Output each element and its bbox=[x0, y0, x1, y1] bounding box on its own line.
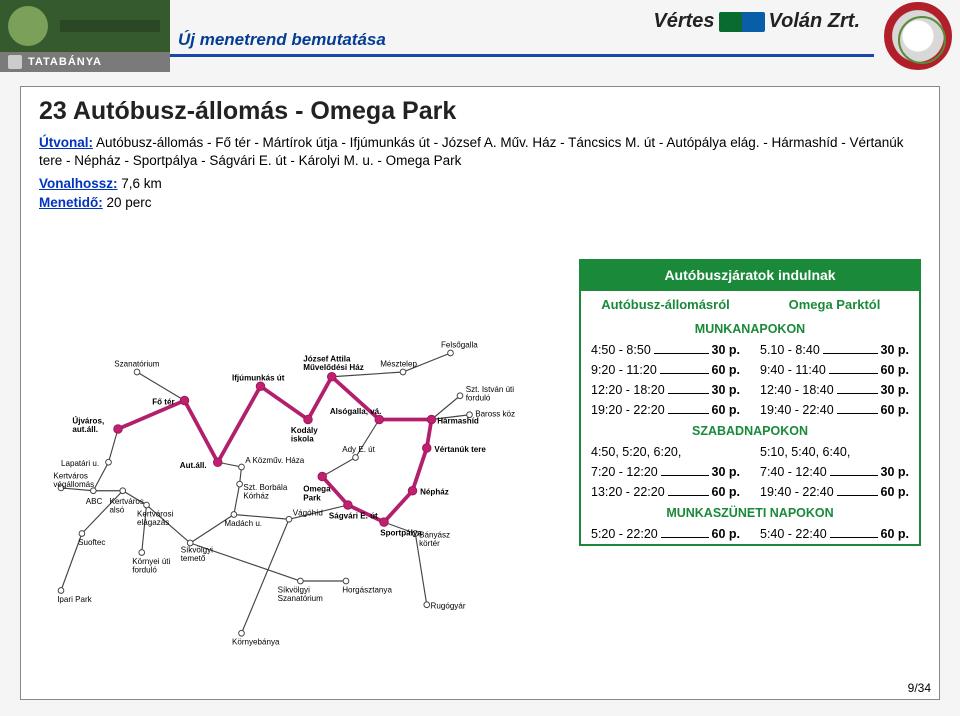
svg-text:Fő tér: Fő tér bbox=[152, 397, 175, 406]
cell-right: 5.10 - 8:4030 p. bbox=[750, 342, 919, 358]
cell-right: 19:40 - 22:4060 p. bbox=[750, 484, 919, 500]
klimakor-badge-icon bbox=[884, 2, 952, 70]
cell-right: 19:40 - 22:4060 p. bbox=[750, 402, 919, 418]
cell-left: 4:50 - 8:5030 p. bbox=[581, 342, 750, 358]
cell-left: 5:20 - 22:2060 p. bbox=[581, 526, 750, 542]
svg-text:körtér: körtér bbox=[419, 539, 440, 548]
section-holidays: MUNKASZÜNETI NAPOKON bbox=[579, 502, 921, 524]
svg-text:Ady E. út: Ady E. út bbox=[342, 445, 375, 454]
cell-right: 5:40 - 22:4060 p. bbox=[750, 526, 919, 542]
svg-text:Baross köz: Baross köz bbox=[475, 410, 515, 419]
svg-text:Sportpálya: Sportpálya bbox=[380, 528, 422, 537]
svg-text:elágazás: elágazás bbox=[137, 518, 169, 527]
svg-text:Rugógyár: Rugógyár bbox=[431, 602, 466, 611]
svg-text:Szanatórium: Szanatórium bbox=[114, 359, 160, 368]
cell-right: 9:40 - 11:4060 p. bbox=[750, 362, 919, 378]
route-label: Útvonal: bbox=[39, 135, 93, 150]
svg-text:A Közműv. Háza: A Közműv. Háza bbox=[245, 456, 305, 465]
header: TATABÁNYA Új menetrend bemutatása Vértes… bbox=[0, 0, 960, 72]
svg-text:Környebánya: Környebánya bbox=[232, 638, 280, 647]
length-line: Vonalhossz: 7,6 km bbox=[39, 176, 921, 191]
cell-right: 7:40 - 12:4030 p. bbox=[750, 464, 919, 480]
svg-text:Madách u.: Madách u. bbox=[224, 519, 262, 528]
svg-text:Ipari Park: Ipari Park bbox=[57, 595, 92, 604]
page-title: 23 Autóbusz-állomás - Omega Park bbox=[39, 97, 921, 126]
svg-text:Hármashíd: Hármashíd bbox=[437, 416, 479, 425]
brand-logo-icon bbox=[719, 12, 765, 32]
cell-left: 13:20 - 22:2060 p. bbox=[581, 484, 750, 500]
schedule-row: 7:20 - 12:2030 p.7:40 - 12:4030 p. bbox=[579, 462, 921, 482]
brand-volan: Volán Zrt. bbox=[769, 10, 860, 33]
svg-text:Ifjúmunkás út: Ifjúmunkás út bbox=[232, 374, 285, 383]
cell-left: 4:50, 5:20, 6:20, bbox=[581, 444, 750, 460]
svg-text:Népház: Népház bbox=[420, 488, 449, 497]
svg-text:Aut.áll.: Aut.áll. bbox=[180, 461, 207, 470]
svg-text:Felsőgalla: Felsőgalla bbox=[441, 340, 478, 349]
page: 23 Autóbusz-állomás - Omega Park Útvonal… bbox=[20, 86, 940, 700]
length-text: 7,6 km bbox=[118, 176, 162, 191]
length-label: Vonalhossz: bbox=[39, 176, 118, 191]
svg-text:ABC: ABC bbox=[86, 497, 103, 506]
svg-text:forduló: forduló bbox=[466, 394, 491, 403]
svg-text:végállomás: végállomás bbox=[53, 480, 94, 489]
content: SzanatóriumA Közműv. HázaSzt. BorbálaKór… bbox=[39, 277, 921, 669]
header-photo bbox=[0, 0, 170, 52]
schedule-columns: Autóbusz-állomásról Omega Parktól bbox=[579, 291, 921, 318]
section-freedays: SZABADNAPOKON bbox=[579, 420, 921, 442]
schedule-row: 12:20 - 18:2030 p.12:40 - 18:4030 p. bbox=[579, 380, 921, 400]
route-map: SzanatóriumA Közműv. HázaSzt. BorbálaKór… bbox=[39, 277, 539, 657]
time-line: Menetidő: 20 perc bbox=[39, 195, 921, 210]
cell-left: 9:20 - 11:2060 p. bbox=[581, 362, 750, 378]
tatabanya-text: TATABÁNYA bbox=[28, 56, 102, 68]
cell-left: 12:20 - 18:2030 p. bbox=[581, 382, 750, 398]
svg-text:forduló: forduló bbox=[132, 565, 157, 574]
route-line: Útvonal: Autóbusz-állomás - Fő tér - Már… bbox=[39, 134, 921, 170]
tatabanya-crest-icon bbox=[8, 55, 22, 69]
cell-left: 19:20 - 22:2060 p. bbox=[581, 402, 750, 418]
route-text: Autóbusz-állomás - Fő tér - Mártírok útj… bbox=[39, 135, 904, 168]
svg-text:Lapatári u.: Lapatári u. bbox=[61, 459, 99, 468]
time-text: 20 perc bbox=[103, 195, 152, 210]
svg-text:Szanatórium: Szanatórium bbox=[278, 594, 324, 603]
svg-text:Horgásztanya: Horgásztanya bbox=[342, 585, 392, 594]
svg-text:Ságvári E. út: Ságvári E. út bbox=[329, 511, 378, 520]
page-number: 9/34 bbox=[908, 681, 931, 695]
col-to: Omega Parktól bbox=[750, 291, 919, 318]
svg-text:Suoftec: Suoftec bbox=[78, 538, 105, 547]
svg-text:temető: temető bbox=[181, 554, 206, 563]
tatabanya-bar: TATABÁNYA bbox=[0, 52, 170, 72]
svg-text:Vágóhíd: Vágóhíd bbox=[293, 508, 323, 517]
svg-text:Művelődési Ház: Művelődési Ház bbox=[303, 363, 364, 372]
section-workdays: MUNKANAPOKON bbox=[579, 318, 921, 340]
svg-text:alsó: alsó bbox=[109, 506, 124, 515]
svg-text:Mésztelep: Mésztelep bbox=[380, 359, 417, 368]
schedule-table: Autóbuszjáratok indulnak Autóbusz-állomá… bbox=[579, 259, 921, 546]
svg-text:Kórház: Kórház bbox=[243, 491, 269, 500]
schedule-heading: Autóbuszjáratok indulnak bbox=[579, 259, 921, 291]
header-title: Új menetrend bemutatása bbox=[178, 30, 386, 50]
col-from: Autóbusz-állomásról bbox=[581, 291, 750, 318]
schedule-row: 13:20 - 22:2060 p.19:40 - 22:4060 p. bbox=[579, 482, 921, 502]
svg-text:aut.áll.: aut.áll. bbox=[72, 425, 98, 434]
cell-right: 5:10, 5:40, 6:40, bbox=[750, 444, 919, 460]
svg-text:iskola: iskola bbox=[291, 434, 314, 443]
header-rule bbox=[170, 54, 874, 57]
cell-right: 12:40 - 18:4030 p. bbox=[750, 382, 919, 398]
svg-text:Vértanúk tere: Vértanúk tere bbox=[434, 445, 486, 454]
cell-left: 7:20 - 12:2030 p. bbox=[581, 464, 750, 480]
schedule-row: 9:20 - 11:2060 p.9:40 - 11:4060 p. bbox=[579, 360, 921, 380]
svg-text:Alsógalla, vá.: Alsógalla, vá. bbox=[330, 407, 382, 416]
schedule-row: 4:50 - 8:5030 p.5.10 - 8:4030 p. bbox=[579, 340, 921, 360]
time-label: Menetidő: bbox=[39, 195, 103, 210]
brand-vertes: Vértes bbox=[653, 10, 714, 33]
schedule-row: 5:20 - 22:2060 p.5:40 - 22:4060 p. bbox=[579, 524, 921, 544]
svg-text:Park: Park bbox=[303, 493, 321, 502]
brand: Vértes Volán Zrt. bbox=[653, 10, 860, 33]
schedule-row: 4:50, 5:20, 6:20, 5:10, 5:40, 6:40, bbox=[579, 442, 921, 462]
schedule-row: 19:20 - 22:2060 p.19:40 - 22:4060 p. bbox=[579, 400, 921, 420]
